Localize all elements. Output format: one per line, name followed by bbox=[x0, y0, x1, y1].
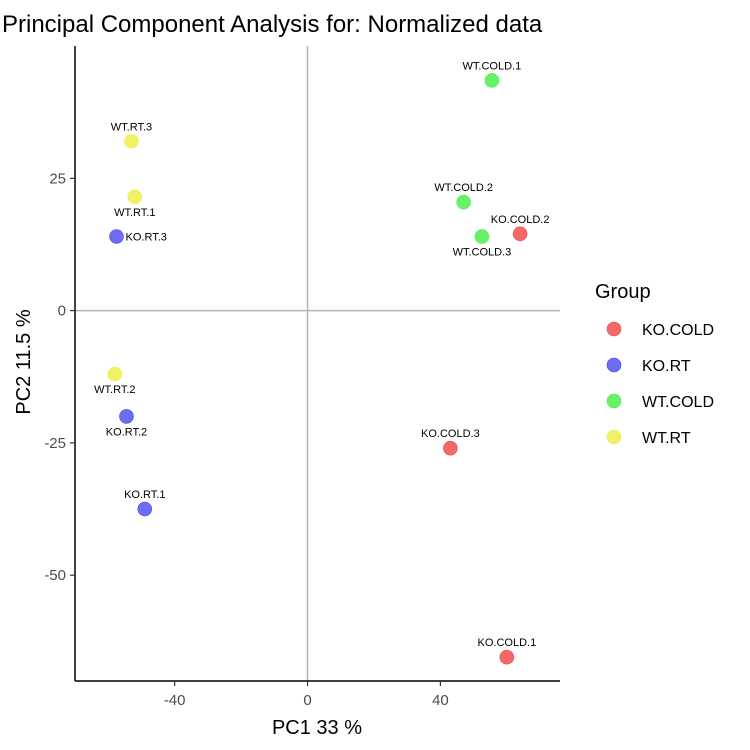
x-tick-label: 0 bbox=[303, 692, 311, 709]
data-point bbox=[456, 194, 471, 210]
point-label: WT.RT.3 bbox=[111, 121, 152, 133]
data-points bbox=[107, 73, 528, 665]
point-label: WT.COLD.1 bbox=[463, 60, 522, 72]
point-label: KO.RT.3 bbox=[126, 232, 167, 244]
legend-key bbox=[606, 357, 622, 373]
point-label: KO.COLD.3 bbox=[421, 428, 480, 440]
plot-area: -40 0 40 25 0 -25 -50 WT.COLD.1 WT.RT.3 WT.RT.1… bbox=[44, 46, 560, 709]
point-label: WT.COLD.3 bbox=[453, 247, 512, 259]
legend-key bbox=[606, 393, 622, 409]
y-axis-title: PC2 11.5 % bbox=[13, 309, 35, 414]
data-point bbox=[499, 649, 515, 665]
legend: Group KO.COLD KO.RT WT.COLD WT.RT bbox=[595, 281, 714, 447]
x-axis-ticks: -40 0 40 bbox=[164, 681, 449, 709]
data-point bbox=[484, 73, 500, 88]
chart-title: Principal Component Analysis for: Normal… bbox=[2, 11, 543, 38]
point-label: KO.RT.1 bbox=[124, 489, 165, 501]
legend-items: KO.COLD KO.RT WT.COLD WT.RT bbox=[606, 321, 714, 447]
data-point bbox=[109, 229, 124, 244]
legend-label: WT.RT bbox=[642, 430, 691, 447]
data-point bbox=[474, 229, 490, 244]
legend-title: Group bbox=[595, 281, 651, 303]
legend-label: WT.COLD bbox=[642, 394, 714, 411]
data-point bbox=[512, 226, 528, 242]
x-tick-label: -40 bbox=[164, 692, 186, 709]
y-tick-label: -25 bbox=[44, 435, 66, 452]
legend-key bbox=[606, 321, 622, 337]
legend-label: KO.COLD bbox=[642, 322, 714, 339]
legend-label: KO.RT bbox=[642, 358, 691, 375]
legend-key bbox=[606, 429, 622, 445]
data-point bbox=[137, 501, 153, 517]
data-point bbox=[124, 133, 139, 149]
x-axis-title: PC1 33 % bbox=[272, 717, 362, 739]
data-point bbox=[107, 366, 123, 382]
y-tick-label: 0 bbox=[58, 303, 66, 320]
point-label: KO.COLD.1 bbox=[478, 637, 537, 649]
data-point bbox=[119, 409, 134, 424]
x-tick-label: 40 bbox=[432, 692, 449, 709]
data-point bbox=[127, 189, 143, 205]
point-label: WT.RT.2 bbox=[94, 384, 135, 396]
y-tick-label: -50 bbox=[44, 567, 66, 584]
y-axis-ticks: 25 0 -25 -50 bbox=[44, 170, 75, 584]
data-point bbox=[443, 440, 458, 456]
point-label: WT.COLD.2 bbox=[434, 182, 493, 194]
y-tick-label: 25 bbox=[49, 170, 66, 187]
point-label: WT.RT.1 bbox=[114, 207, 155, 219]
point-label: KO.COLD.2 bbox=[491, 214, 550, 226]
point-label: KO.RT.2 bbox=[106, 426, 147, 438]
point-labels: WT.COLD.1 WT.RT.3 WT.RT.1 KO.RT.3 WT.COLD.2 W… bbox=[94, 60, 549, 649]
